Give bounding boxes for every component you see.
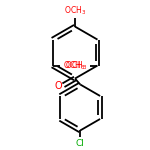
Text: OCH$_3$: OCH$_3$ xyxy=(63,59,85,72)
Text: O: O xyxy=(54,81,62,91)
Text: Cl: Cl xyxy=(76,139,85,148)
Text: OCH$_3$: OCH$_3$ xyxy=(64,4,86,17)
Text: OCH$_3$: OCH$_3$ xyxy=(65,59,87,72)
